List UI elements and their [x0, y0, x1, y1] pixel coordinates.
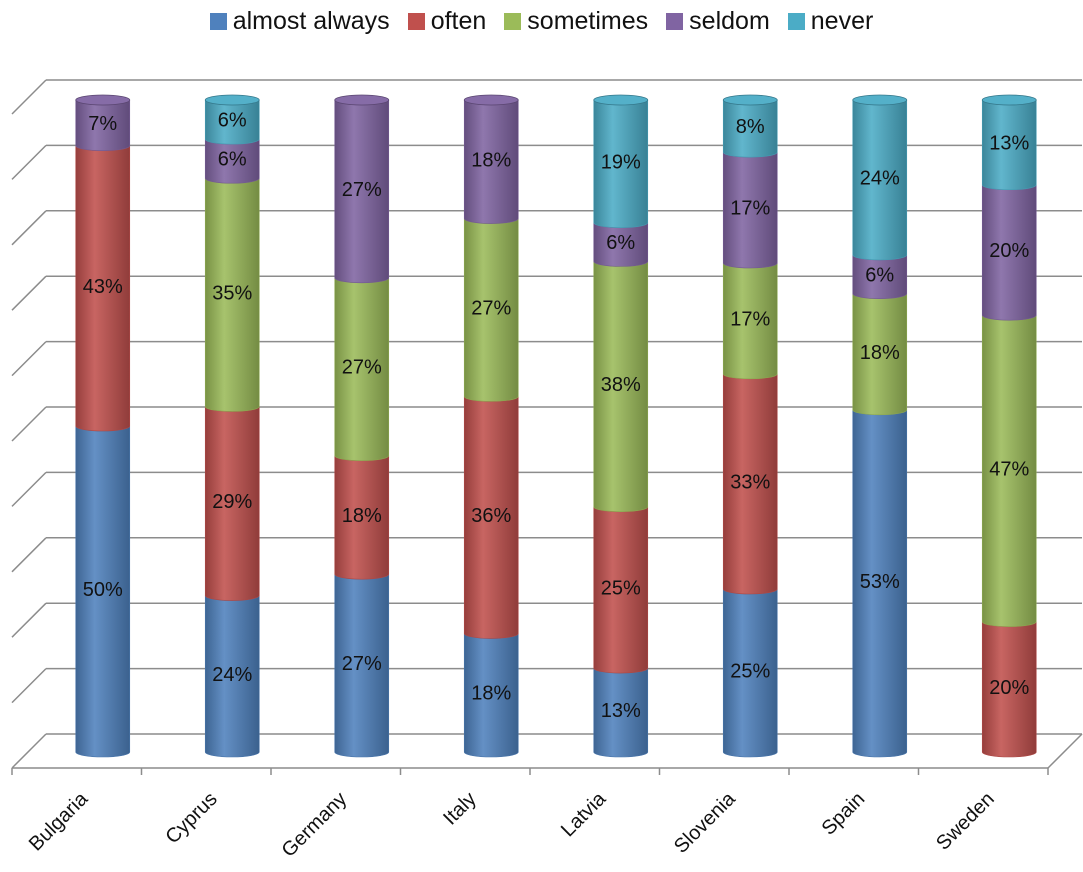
data-label: 18% — [471, 149, 511, 171]
data-label: 6% — [865, 264, 894, 286]
wall-line — [11, 471, 47, 507]
data-label: 36% — [471, 505, 511, 527]
data-label: 18% — [342, 505, 382, 527]
data-label: 29% — [212, 491, 252, 513]
data-label: 27% — [471, 297, 511, 319]
data-label: 6% — [218, 149, 247, 171]
data-label: 18% — [471, 683, 511, 705]
data-label: 53% — [860, 571, 900, 593]
legend-swatch — [787, 12, 805, 30]
legend-item: seldom — [666, 7, 770, 36]
data-label: 17% — [730, 308, 770, 330]
legend-label: never — [810, 6, 874, 35]
data-label: 50% — [83, 579, 123, 601]
data-label: 13% — [601, 700, 641, 722]
bar-top-cap — [981, 94, 1037, 106]
data-label: 27% — [342, 357, 382, 379]
legend-label: almost always — [232, 6, 390, 35]
wall-line — [11, 341, 47, 377]
wall-line — [11, 537, 47, 573]
data-label: 43% — [83, 276, 123, 298]
legend-swatch — [666, 12, 684, 30]
x-tick-label: Bulgaria — [25, 787, 93, 855]
bar-top-cap — [463, 94, 519, 106]
x-tick-label: Spain — [818, 788, 870, 840]
legend-item: never — [787, 6, 874, 36]
legend-item: often — [407, 6, 487, 36]
legend-swatch — [407, 12, 425, 30]
wall-line — [11, 602, 47, 638]
data-label: 7% — [88, 113, 117, 135]
bar-top-cap — [204, 94, 260, 106]
data-label: 20% — [989, 677, 1029, 699]
legend-item: sometimes — [504, 7, 648, 36]
data-label: 25% — [601, 577, 641, 599]
data-label: 35% — [212, 282, 252, 304]
floor-edge — [1047, 733, 1083, 769]
data-label: 25% — [730, 661, 770, 683]
bar-top-cap — [722, 94, 778, 106]
data-label: 17% — [730, 198, 770, 220]
wall-line — [11, 275, 47, 311]
x-tick-label: Germany — [278, 788, 352, 862]
legend-label: often — [430, 6, 487, 35]
data-label: 47% — [989, 458, 1029, 480]
x-tick-label: Cyprus — [161, 788, 221, 848]
legend-label: seldom — [689, 6, 770, 35]
x-tick-label: Slovenia — [670, 787, 740, 857]
legend-swatch — [209, 12, 227, 30]
wall-line — [11, 210, 47, 246]
wall-line — [11, 79, 47, 115]
legend-swatch — [504, 12, 522, 30]
data-label: 24% — [212, 664, 252, 686]
bar-top-cap — [852, 94, 908, 106]
wall-line — [11, 406, 47, 442]
data-label: 20% — [989, 240, 1029, 262]
bar-top-cap — [334, 94, 390, 106]
data-label: 24% — [860, 167, 900, 189]
data-label: 18% — [860, 342, 900, 364]
data-label: 8% — [736, 116, 765, 138]
data-label: 19% — [601, 151, 641, 173]
bar-top-cap — [593, 94, 649, 106]
data-label: 38% — [601, 374, 641, 396]
data-label: 6% — [218, 110, 247, 132]
data-label: 13% — [989, 132, 1029, 154]
data-label: 33% — [730, 471, 770, 493]
wall-line — [11, 668, 47, 704]
data-label: 6% — [606, 232, 635, 254]
x-tick-label: Italy — [439, 788, 480, 829]
x-tick-label: Sweden — [932, 788, 999, 855]
data-label: 27% — [342, 653, 382, 675]
legend-item: almost always — [209, 6, 390, 36]
bar-top-cap — [75, 94, 131, 106]
legend-label: sometimes — [527, 6, 649, 35]
data-label: 27% — [342, 179, 382, 201]
wall-line — [11, 733, 47, 769]
x-tick-label: Latvia — [557, 787, 611, 841]
wall-line — [11, 144, 47, 180]
legend: almost always often sometimes seldom never — [0, 4, 1083, 38]
